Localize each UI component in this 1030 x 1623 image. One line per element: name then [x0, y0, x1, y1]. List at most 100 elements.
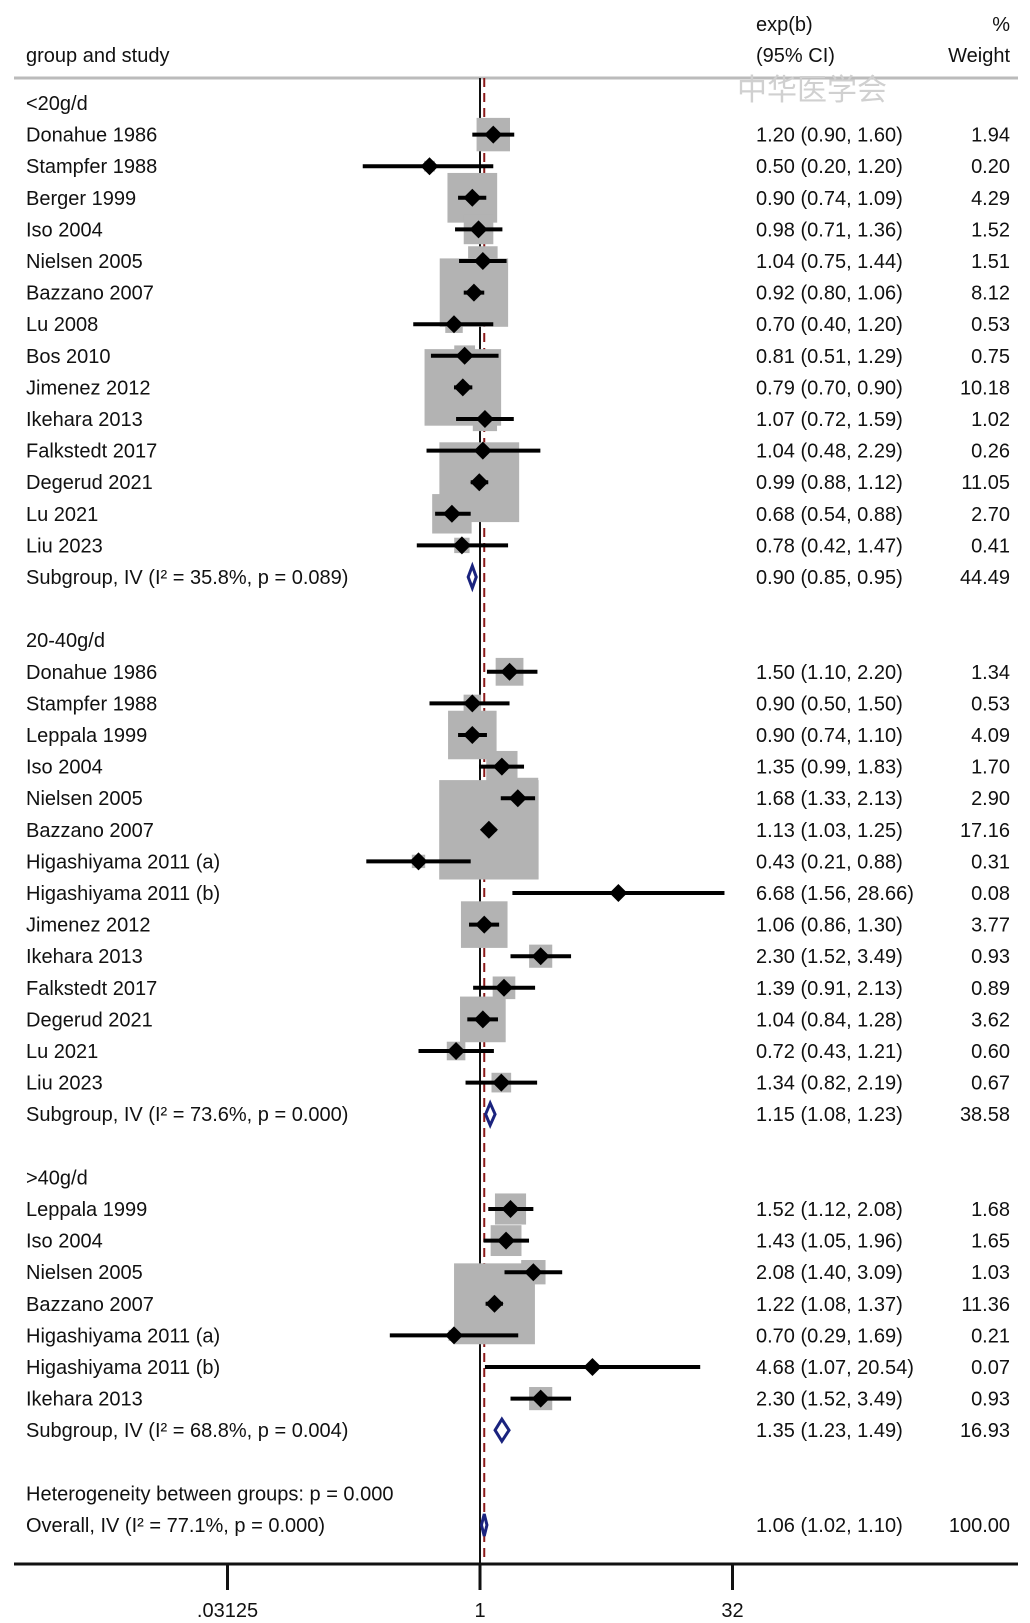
- study-ci-text: 0.68 (0.54, 0.88): [756, 504, 903, 526]
- study-weight-text: 0.41: [971, 535, 1010, 557]
- point-estimate-marker: [420, 157, 439, 176]
- point-estimate-marker: [475, 915, 494, 934]
- study-ci-text: 1.13 (1.03, 1.25): [756, 820, 903, 842]
- point-estimate-marker: [531, 947, 550, 966]
- heterogeneity-text: Heterogeneity between groups: p = 0.000: [26, 1483, 393, 1505]
- subgroup-diamond: [493, 1416, 511, 1444]
- study-label: Jimenez 2012: [26, 377, 151, 399]
- point-estimate-marker: [492, 1073, 511, 1092]
- study-label: Lu 2021: [26, 1041, 98, 1063]
- study-label: Nielsen 2005: [26, 1262, 143, 1284]
- point-estimate-marker: [508, 789, 527, 808]
- point-estimate-marker: [475, 410, 494, 428]
- study-label: Bos 2010: [26, 346, 111, 368]
- study-ci-text: 1.34 (0.82, 2.19): [756, 1073, 903, 1095]
- weight-boxes: [411, 117, 622, 1411]
- subgroup-ci-text: 0.90 (0.85, 0.95): [756, 567, 903, 589]
- study-weight-text: 0.93: [971, 946, 1010, 968]
- study-weight-text: 0.07: [971, 1357, 1010, 1379]
- study-weight-text: 0.20: [971, 156, 1010, 178]
- study-weight-text: 0.26: [971, 441, 1010, 463]
- point-estimate-marker: [469, 220, 488, 239]
- point-estimate-marker: [479, 820, 498, 839]
- study-ci-text: 6.68 (1.56, 28.66): [756, 883, 914, 905]
- study-label: Higashiyama 2011 (a): [26, 1325, 220, 1347]
- study-weight-text: 2.70: [971, 504, 1010, 526]
- study-weight-text: 1.68: [971, 1199, 1010, 1221]
- study-weight-text: 3.62: [971, 1009, 1010, 1031]
- study-ci-text: 1.50 (1.10, 2.20): [756, 662, 903, 684]
- study-ci-text: 1.39 (0.91, 2.13): [756, 978, 903, 1000]
- study-weight-text: 1.65: [971, 1231, 1010, 1253]
- study-weight-text: 11.36: [961, 1294, 1010, 1316]
- study-label: Leppala 1999: [26, 1199, 147, 1221]
- study-ci-text: 0.78 (0.42, 1.47): [756, 535, 903, 557]
- study-weight-text: 0.67: [971, 1073, 1010, 1095]
- subgroup-label: Subgroup, IV (I² = 68.8%, p = 0.004): [26, 1420, 348, 1442]
- study-weight-text: 3.77: [971, 915, 1010, 937]
- study-label: Higashiyama 2011 (b): [26, 1357, 220, 1379]
- point-estimate-marker: [470, 473, 489, 492]
- weight-header-line2: Weight: [948, 45, 1010, 67]
- study-ci-text: 2.30 (1.52, 3.49): [756, 946, 903, 968]
- study-ci-text: 2.08 (1.40, 3.09): [756, 1262, 903, 1284]
- study-label: Liu 2023: [26, 1073, 103, 1095]
- study-weight-text: 1.34: [971, 662, 1010, 684]
- study-ci-text: 0.70 (0.40, 1.20): [756, 314, 903, 336]
- subgroup-ci-text: 1.35 (1.23, 1.49): [756, 1420, 903, 1442]
- point-estimate-marker: [453, 378, 472, 397]
- point-estimate-marker: [531, 1389, 550, 1408]
- study-weight-text: 2.90: [971, 788, 1010, 810]
- study-ci-text: 0.50 (0.20, 1.20): [756, 156, 903, 178]
- x-tick-label: 1: [474, 1600, 485, 1622]
- point-estimate-marker: [409, 852, 428, 871]
- study-label: Liu 2023: [26, 535, 103, 557]
- point-estimate-marker: [463, 188, 482, 207]
- study-weight-text: 1.03: [971, 1262, 1010, 1284]
- study-weight-text: 11.05: [961, 472, 1010, 494]
- study-label: Donahue 1986: [26, 662, 157, 684]
- study-ci-text: 0.90 (0.74, 1.10): [756, 725, 903, 747]
- point-estimate-marker: [463, 694, 482, 713]
- x-tick-label: .03125: [197, 1600, 258, 1622]
- subgroup-label: Subgroup, IV (I² = 35.8%, p = 0.089): [26, 567, 348, 589]
- subgroup-diamond: [483, 1099, 497, 1129]
- study-label: Stampfer 1988: [26, 156, 157, 178]
- point-estimate-marker: [500, 662, 519, 681]
- point-estimate-marker: [484, 125, 503, 144]
- study-weight-text: 4.29: [971, 188, 1010, 210]
- overall-label: Overall, IV (I² = 77.1%, p = 0.000): [26, 1515, 325, 1537]
- label-column-header: group and study: [26, 45, 169, 67]
- study-label: Falkstedt 2017: [26, 441, 157, 463]
- study-weight-text: 0.08: [971, 883, 1010, 905]
- study-label: Bazzano 2007: [26, 1294, 154, 1316]
- subgroup-weight-text: 16.93: [960, 1420, 1010, 1442]
- overall-diamond: [479, 1513, 489, 1537]
- study-label: Leppala 1999: [26, 725, 147, 747]
- x-axis: .03125 1 32: [197, 1564, 744, 1622]
- point-estimate-marker: [463, 726, 482, 744]
- point-estimate-marker: [442, 504, 461, 523]
- study-ci-text: 1.68 (1.33, 2.13): [756, 788, 903, 810]
- study-weight-text: 4.09: [971, 725, 1010, 747]
- study-ci-text: 1.22 (1.08, 1.37): [756, 1294, 903, 1316]
- subgroup-diamond: [466, 561, 478, 593]
- subgroup-label: Subgroup, IV (I² = 73.6%, p = 0.000): [26, 1104, 348, 1126]
- study-label: Lu 2021: [26, 504, 98, 526]
- study-ci-text: 0.92 (0.80, 1.06): [756, 283, 903, 305]
- study-ci-text: 1.52 (1.12, 2.08): [756, 1199, 903, 1221]
- study-label: Berger 1999: [26, 188, 136, 210]
- study-weight-text: 0.21: [971, 1325, 1010, 1347]
- point-estimate-marker: [485, 1294, 504, 1313]
- point-estimate-marker: [492, 757, 511, 776]
- study-label: Donahue 1986: [26, 125, 157, 147]
- group-header: >40g/d: [26, 1167, 88, 1189]
- study-weight-text: 17.16: [960, 820, 1010, 842]
- study-weight-text: 0.89: [971, 978, 1010, 1000]
- study-ci-text: 1.04 (0.84, 1.28): [756, 1009, 903, 1031]
- study-weight-text: 0.31: [971, 851, 1010, 873]
- study-label: Iso 2004: [26, 219, 103, 241]
- effect-header-line2: (95% CI): [756, 45, 835, 67]
- point-estimate-marker: [445, 315, 464, 334]
